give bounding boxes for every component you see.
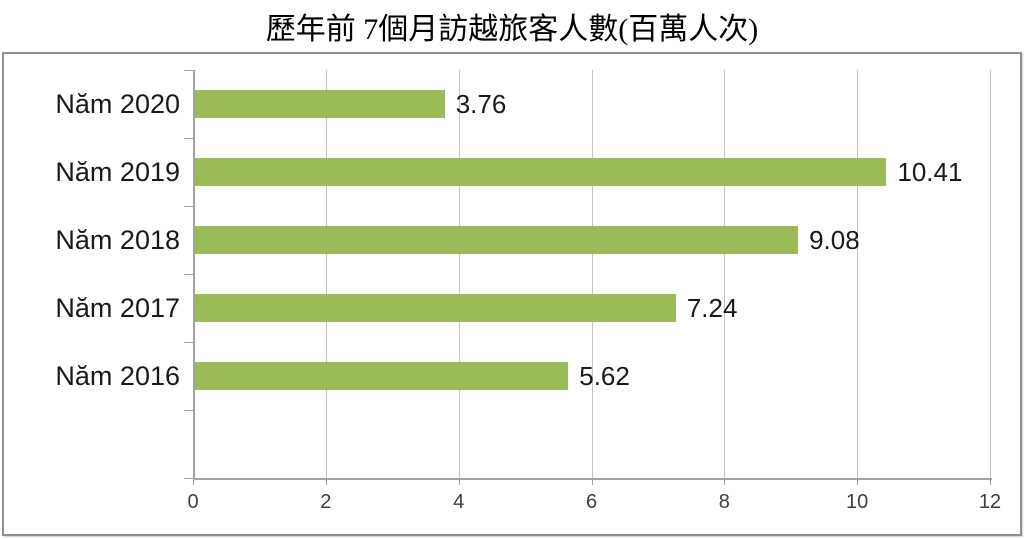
x-axis-line [193, 478, 992, 480]
bar-value-label: 5.62 [579, 361, 630, 391]
bar-value-label: 3.76 [455, 89, 507, 119]
gridline-x-12 [990, 70, 991, 478]
gridline-x-8 [724, 70, 726, 478]
category-label: Năm 2020 [55, 88, 180, 119]
y-axis-tick [184, 274, 193, 275]
gridline-x-6 [591, 70, 593, 478]
x-axis-tick-label: 0 [187, 491, 199, 513]
x-axis-tick-label: 4 [453, 491, 465, 513]
gridline-x-10 [857, 70, 859, 478]
x-axis-tick [325, 478, 327, 485]
chart-title: 歷年前 7個月訪越旅客人數(百萬人次) [265, 13, 759, 46]
y-axis-tick [184, 206, 193, 207]
x-axis-tick-label: 2 [320, 491, 332, 513]
category-label: Năm 2019 [55, 156, 180, 187]
bar-value-label: 7.24 [686, 293, 738, 323]
gridline-x-4 [458, 70, 460, 478]
y-axis-line [193, 70, 195, 478]
x-axis-tick-label: 12 [978, 491, 1002, 513]
bar-value-label: 10.41 [897, 157, 963, 187]
chart-frame: Năm 2020 3.76 Năm 2019 10.41 Năm 2018 9.08 Năm… [2, 52, 1022, 536]
category-label: Năm 2017 [55, 292, 180, 323]
gridline-x-2 [325, 70, 327, 478]
y-axis-tick [184, 342, 193, 343]
x-axis-tick [458, 478, 460, 485]
y-axis-tick [184, 70, 193, 71]
category-label: Năm 2016 [55, 360, 180, 391]
x-axis-tick-label: 8 [718, 491, 730, 513]
bar [195, 90, 445, 118]
y-axis-tick [184, 138, 193, 139]
x-axis-tick [724, 478, 726, 485]
bar [195, 226, 799, 254]
bar [195, 362, 569, 390]
x-axis-tick [857, 478, 859, 485]
x-axis-tick [591, 478, 593, 485]
bar [195, 294, 676, 322]
x-axis-tick [193, 478, 194, 485]
x-axis-tick-label: 10 [846, 491, 869, 513]
x-axis-tick [990, 478, 991, 485]
bar [195, 158, 887, 186]
bar-value-label: 9.08 [809, 225, 860, 255]
y-axis-tick [184, 478, 193, 479]
y-axis-tick [184, 410, 193, 411]
x-axis-tick-label: 6 [585, 491, 598, 513]
category-label: Năm 2018 [55, 224, 180, 255]
